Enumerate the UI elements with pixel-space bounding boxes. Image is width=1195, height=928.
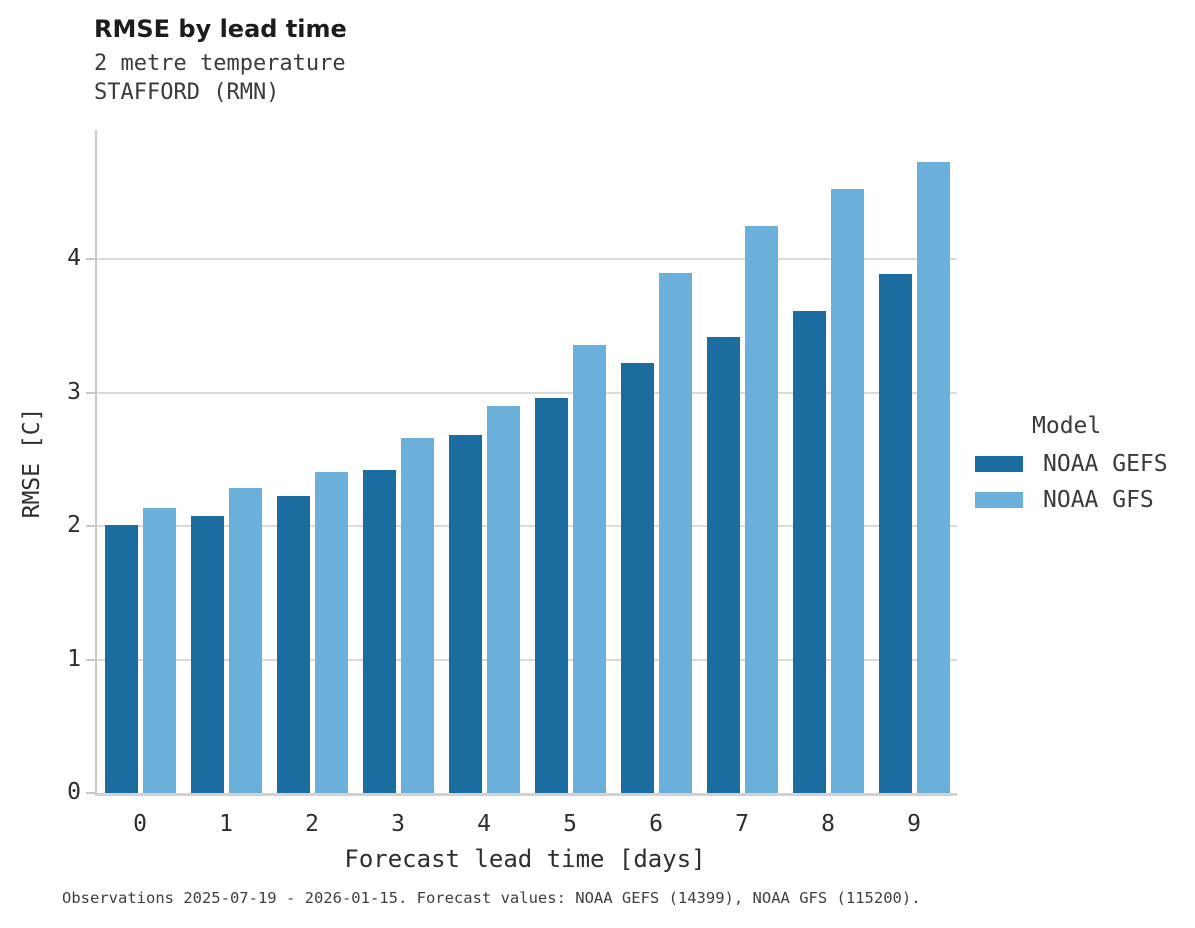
bar-noaa-gfs-lead-2	[314, 471, 348, 793]
bar-noaa-gfs-lead-5	[572, 344, 606, 793]
bar-noaa-gefs-lead-9	[878, 274, 912, 793]
x-tick-label-7: 7	[735, 811, 749, 837]
footnote: Observations 2025-07-19 - 2026-01-15. Fo…	[62, 889, 921, 907]
legend-swatch-noaa-gefs-icon	[975, 455, 1023, 472]
legend-label-noaa-gefs: NOAA GEFS	[1043, 450, 1168, 477]
bar-noaa-gfs-lead-9	[916, 162, 950, 793]
y-tick-label-2: 2	[67, 512, 81, 539]
y-tick-label-3: 3	[67, 378, 81, 405]
x-tick-label-2: 2	[305, 811, 319, 837]
legend-entry-noaa-gfs: NOAA GFS	[975, 486, 1168, 513]
legend-entry-noaa-gefs: NOAA GEFS	[975, 450, 1168, 477]
y-tick-label-1: 1	[67, 645, 81, 672]
bar-noaa-gefs-lead-8	[792, 311, 826, 793]
x-tick-label-9: 9	[907, 811, 921, 837]
legend: Model NOAA GEFS NOAA GFS	[975, 413, 1168, 522]
y-tick-label-4: 4	[67, 245, 81, 272]
legend-label-noaa-gfs: NOAA GFS	[1043, 486, 1154, 513]
page-title: RMSE by lead time	[94, 15, 347, 43]
legend-title: Model	[1032, 413, 1102, 439]
y-tick-label-0: 0	[67, 779, 81, 805]
chart-subtitle-variable: 2 metre temperature	[94, 51, 346, 76]
x-tick-label-0: 0	[133, 811, 147, 837]
bar-noaa-gefs-lead-2	[276, 495, 310, 793]
bar-noaa-gefs-lead-7	[706, 336, 740, 793]
x-tick-label-8: 8	[821, 811, 835, 837]
x-axis-title: Forecast lead time [days]	[344, 845, 706, 873]
bar-noaa-gefs-lead-3	[362, 470, 396, 793]
bar-noaa-gefs-lead-4	[448, 435, 482, 793]
bar-noaa-gfs-lead-1	[228, 487, 262, 793]
x-tick-label-5: 5	[563, 811, 577, 837]
y-tickmark-1	[86, 658, 95, 661]
plot-area: 0 1 2 3 4 0 1 2 3 4 5 6 7 8 9	[67, 130, 957, 837]
y-tickmark-0	[86, 792, 95, 794]
y-axis-title: RMSE [C]	[19, 407, 45, 519]
x-tick-label-1: 1	[219, 811, 233, 837]
bar-noaa-gefs-lead-1	[190, 515, 224, 793]
y-tickmark-2	[86, 525, 95, 528]
x-tick-label-6: 6	[649, 811, 663, 837]
legend-swatch-noaa-gfs-icon	[975, 491, 1023, 508]
bar-noaa-gfs-lead-7	[744, 226, 778, 793]
chart-subtitle-station: STAFFORD (RMN)	[94, 80, 280, 105]
gridline-y-3	[97, 391, 957, 394]
bar-noaa-gfs-lead-6	[658, 272, 692, 793]
gridline-y-1	[97, 658, 957, 661]
x-tick-label-4: 4	[477, 811, 491, 837]
bar-noaa-gefs-lead-6	[620, 363, 654, 793]
y-tickmark-3	[86, 391, 95, 394]
x-tick-label-3: 3	[391, 811, 405, 837]
gridline-y-2	[97, 525, 957, 528]
bar-noaa-gfs-lead-0	[142, 507, 176, 793]
y-tickmark-4	[86, 258, 95, 261]
bar-noaa-gefs-lead-5	[534, 398, 568, 793]
bar-noaa-gfs-lead-8	[830, 188, 864, 793]
gridline-y-4	[97, 258, 957, 261]
bar-noaa-gfs-lead-4	[486, 406, 520, 793]
bar-noaa-gfs-lead-3	[400, 438, 434, 793]
bar-noaa-gefs-lead-0	[104, 524, 138, 793]
